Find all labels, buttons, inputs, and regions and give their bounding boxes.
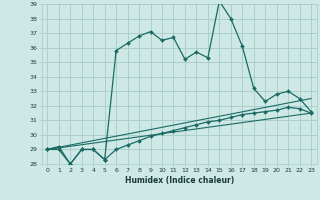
X-axis label: Humidex (Indice chaleur): Humidex (Indice chaleur) xyxy=(124,176,234,185)
